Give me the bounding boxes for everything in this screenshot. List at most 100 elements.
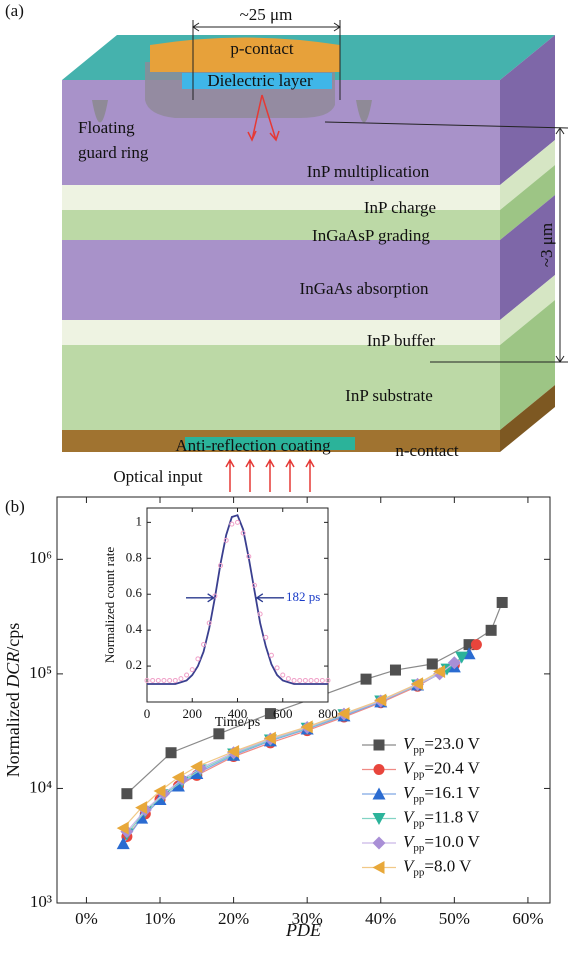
y-tick-label: 0.6: [126, 585, 143, 600]
marker: [161, 677, 167, 683]
marker: [235, 519, 240, 525]
y-tick-label: 10⁴: [29, 777, 52, 796]
legend-label: Vpp=10.0 V: [403, 832, 481, 854]
device-diagram: (a) ~25 μm p-contact Dielectric layer Fl…: [5, 1, 568, 492]
label: ~3 μm: [537, 223, 556, 267]
y-tick-label: 10³: [30, 892, 52, 911]
legend-subscript: pp: [413, 768, 425, 780]
legend-value: =23.0 V: [424, 734, 480, 753]
marker: [447, 656, 461, 670]
series-line: [122, 670, 440, 829]
marker: [172, 677, 178, 683]
marker: [116, 837, 130, 850]
fwhm-arrow: [186, 593, 215, 603]
marker: [373, 739, 385, 751]
layer-side: [500, 300, 555, 430]
marker: [263, 731, 276, 745]
marker: [165, 747, 177, 759]
label: n-contact: [395, 441, 459, 460]
layer-side: [500, 275, 555, 345]
marker: [212, 593, 218, 599]
marker: [373, 764, 385, 775]
marker: [116, 821, 129, 835]
marker: [206, 620, 212, 626]
red-arrows: [247, 94, 280, 142]
legend-subscript: pp: [413, 793, 425, 805]
layer-side: [500, 385, 555, 452]
x-tick-label: 200: [183, 706, 203, 721]
label: guard ring: [78, 143, 149, 162]
legend-subscript: pp: [413, 817, 425, 829]
marker: [150, 677, 156, 683]
label: Optical input: [113, 467, 203, 486]
layer-side: [500, 195, 555, 320]
label: InP charge: [364, 198, 436, 217]
y-tick-label: 0.8: [126, 549, 142, 564]
y-axis-label-part: /cps: [3, 623, 23, 652]
y-tick-label: 10⁶: [29, 548, 52, 567]
y-tick-label: 0.4: [126, 621, 143, 636]
substrate-layer: [62, 345, 500, 430]
legend-value: =8.0 V: [424, 856, 472, 875]
marker: [190, 767, 204, 780]
marker: [264, 708, 276, 720]
marker: [325, 677, 331, 683]
marker: [411, 677, 424, 691]
marker: [319, 677, 325, 683]
layer-side: [500, 140, 555, 210]
grading-layer: [62, 210, 500, 240]
y-axis-label-part: DCR: [3, 652, 23, 689]
depth-dimension: [324, 121, 568, 363]
marker: [372, 836, 386, 850]
marker: [184, 672, 190, 678]
label: InP multiplication: [307, 162, 430, 181]
legend-symbol: V: [403, 807, 416, 826]
label: InP buffer: [367, 331, 436, 350]
marker: [285, 676, 291, 682]
marker: [201, 642, 207, 648]
panel-label: (a): [5, 1, 24, 20]
legend-symbol: V: [403, 783, 416, 802]
marker: [144, 677, 150, 683]
legend-symbol: V: [403, 856, 416, 875]
guard-ring-shape: [92, 100, 108, 123]
legend-label: Vpp=16.1 V: [403, 783, 481, 805]
x-tick-label: 60%: [512, 909, 543, 928]
label: Anti-reflection coating: [175, 436, 331, 455]
marker: [463, 639, 475, 651]
legend-value: =16.1 V: [424, 783, 480, 802]
legend-symbol: V: [403, 832, 416, 851]
annotation: 182 ps: [286, 589, 320, 604]
marker: [240, 530, 246, 536]
marker: [470, 639, 482, 651]
marker: [153, 784, 166, 798]
legend-label: Vpp=20.4 V: [403, 758, 481, 780]
label: InGaAsP grading: [312, 226, 430, 245]
x-tick-label: 50%: [439, 909, 470, 928]
plots: 0% 10% 20% 30% 40% 50% 60% 10³ 10⁴ 10⁵ 10⁶ PDE Norma…: [3, 496, 551, 940]
plot-frame: [146, 507, 329, 703]
x-tick-label: 40%: [365, 909, 396, 928]
marker: [360, 673, 372, 685]
y-axis-label: Normalized count rate: [102, 547, 117, 663]
legend-subscript: pp: [413, 866, 425, 878]
x-tick-label: 20%: [218, 909, 249, 928]
legend-symbol: V: [403, 734, 416, 753]
marker: [171, 770, 184, 784]
marker: [246, 554, 252, 559]
marker: [462, 647, 476, 660]
marker: [496, 596, 508, 608]
marker: [121, 788, 133, 800]
x-tick-label: 10%: [144, 909, 175, 928]
marker: [314, 677, 320, 683]
layer-side: [500, 35, 555, 185]
y-tick-label: 1: [136, 513, 143, 528]
x-tick-label: 800: [318, 706, 338, 721]
marker: [189, 667, 195, 673]
marker: [155, 677, 161, 683]
marker: [485, 624, 497, 636]
width-dimension: [192, 20, 341, 100]
guard-ring-shape: [356, 100, 372, 123]
legend-value: =11.8 V: [424, 807, 480, 826]
